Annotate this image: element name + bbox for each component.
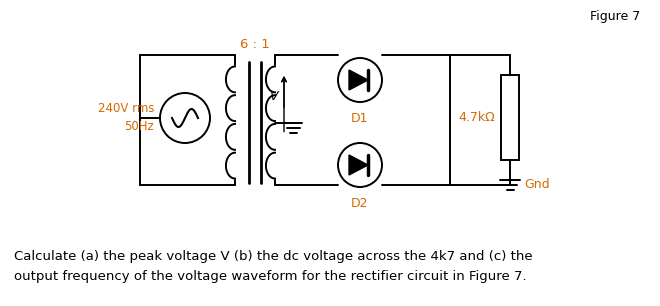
Text: Figure 7: Figure 7	[590, 10, 640, 23]
Polygon shape	[349, 70, 368, 90]
Text: Calculate (a) the peak voltage V (b) the dc voltage across the 4k7 and (c) the: Calculate (a) the peak voltage V (b) the…	[14, 250, 533, 263]
Text: 6 : 1: 6 : 1	[240, 38, 270, 51]
Bar	[501, 75, 519, 160]
Text: D1: D1	[351, 112, 369, 125]
Text: V: V	[269, 90, 278, 103]
Text: 240V rms: 240V rms	[98, 103, 154, 115]
Text: output frequency of the voltage waveform for the rectifier circuit in Figure 7.: output frequency of the voltage waveform…	[14, 270, 527, 283]
Polygon shape	[349, 155, 368, 175]
Text: 50Hz: 50Hz	[124, 121, 154, 133]
Text: D2: D2	[351, 197, 369, 210]
Text: Gnd: Gnd	[524, 178, 550, 192]
Text: 4.7kΩ: 4.7kΩ	[458, 111, 495, 124]
